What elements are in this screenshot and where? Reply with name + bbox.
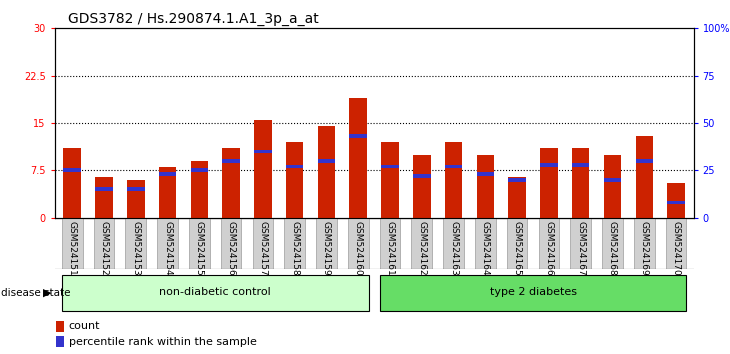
Bar xyxy=(570,218,591,269)
Bar xyxy=(159,172,177,176)
Bar xyxy=(445,165,462,169)
Bar xyxy=(62,218,82,269)
Bar xyxy=(62,275,369,311)
Bar xyxy=(93,218,115,269)
Text: GSM524170: GSM524170 xyxy=(672,221,680,275)
Bar xyxy=(223,159,240,163)
Bar xyxy=(286,165,304,169)
Bar xyxy=(220,218,242,269)
Bar xyxy=(191,169,208,172)
Bar xyxy=(254,149,272,153)
Bar xyxy=(380,218,400,269)
Bar xyxy=(318,159,335,163)
Bar xyxy=(508,178,526,182)
Bar xyxy=(540,163,558,167)
Bar xyxy=(159,167,177,218)
Bar xyxy=(475,218,496,269)
Text: GSM524160: GSM524160 xyxy=(354,221,363,275)
Bar xyxy=(286,142,304,218)
Bar xyxy=(636,159,653,163)
Text: GSM524153: GSM524153 xyxy=(131,221,140,275)
Bar xyxy=(316,218,337,269)
Text: GSM524164: GSM524164 xyxy=(481,221,490,275)
Bar xyxy=(412,218,432,269)
Bar xyxy=(604,155,621,218)
Bar xyxy=(445,142,462,218)
Bar xyxy=(540,148,558,218)
Bar xyxy=(126,218,146,269)
Bar xyxy=(572,148,589,218)
Bar xyxy=(253,218,273,269)
Text: count: count xyxy=(69,321,100,331)
Text: GSM524168: GSM524168 xyxy=(608,221,617,275)
Bar xyxy=(443,218,464,269)
Text: GSM524167: GSM524167 xyxy=(576,221,585,275)
Text: GSM524159: GSM524159 xyxy=(322,221,331,275)
Text: GSM524166: GSM524166 xyxy=(545,221,553,275)
Bar xyxy=(127,187,145,191)
Text: GDS3782 / Hs.290874.1.A1_3p_a_at: GDS3782 / Hs.290874.1.A1_3p_a_at xyxy=(68,12,318,26)
Bar xyxy=(572,163,589,167)
Bar xyxy=(223,148,240,218)
Text: non-diabetic control: non-diabetic control xyxy=(159,287,271,297)
Bar xyxy=(189,218,210,269)
Text: GSM524155: GSM524155 xyxy=(195,221,204,275)
Text: GSM524152: GSM524152 xyxy=(99,221,109,275)
Text: GSM524158: GSM524158 xyxy=(291,221,299,275)
Text: GSM524161: GSM524161 xyxy=(385,221,394,275)
Text: ▶: ▶ xyxy=(43,288,52,298)
Bar xyxy=(667,201,685,205)
Bar xyxy=(413,174,431,178)
Text: type 2 diabetes: type 2 diabetes xyxy=(490,287,577,297)
Bar xyxy=(381,165,399,169)
Bar xyxy=(56,336,64,347)
Bar xyxy=(56,321,64,332)
Bar xyxy=(477,155,494,218)
Bar xyxy=(539,218,559,269)
Bar xyxy=(413,155,431,218)
Bar xyxy=(602,218,623,269)
Text: GSM524165: GSM524165 xyxy=(512,221,522,275)
Text: GSM524156: GSM524156 xyxy=(226,221,236,275)
Text: GSM524163: GSM524163 xyxy=(449,221,458,275)
Text: percentile rank within the sample: percentile rank within the sample xyxy=(69,337,256,347)
Bar xyxy=(348,218,369,269)
Bar xyxy=(350,135,367,138)
Bar xyxy=(157,218,178,269)
Bar xyxy=(64,169,81,172)
Text: GSM524162: GSM524162 xyxy=(418,221,426,275)
Bar xyxy=(318,126,335,218)
Bar xyxy=(191,161,208,218)
Bar xyxy=(477,172,494,176)
Bar xyxy=(381,142,399,218)
Bar xyxy=(666,218,686,269)
Bar xyxy=(350,98,367,218)
Bar xyxy=(127,180,145,218)
Bar xyxy=(636,136,653,218)
Text: GSM524169: GSM524169 xyxy=(639,221,649,275)
Bar xyxy=(285,218,305,269)
Bar xyxy=(254,120,272,218)
Bar xyxy=(96,187,112,191)
Text: GSM524151: GSM524151 xyxy=(68,221,77,275)
Bar xyxy=(96,177,112,218)
Bar xyxy=(64,148,81,218)
Bar xyxy=(380,275,686,311)
Bar xyxy=(634,218,655,269)
Bar xyxy=(507,218,528,269)
Text: disease state: disease state xyxy=(1,288,71,298)
Text: GSM524157: GSM524157 xyxy=(258,221,267,275)
Bar xyxy=(667,183,685,218)
Bar xyxy=(604,178,621,182)
Text: GSM524154: GSM524154 xyxy=(163,221,172,275)
Bar xyxy=(508,177,526,218)
